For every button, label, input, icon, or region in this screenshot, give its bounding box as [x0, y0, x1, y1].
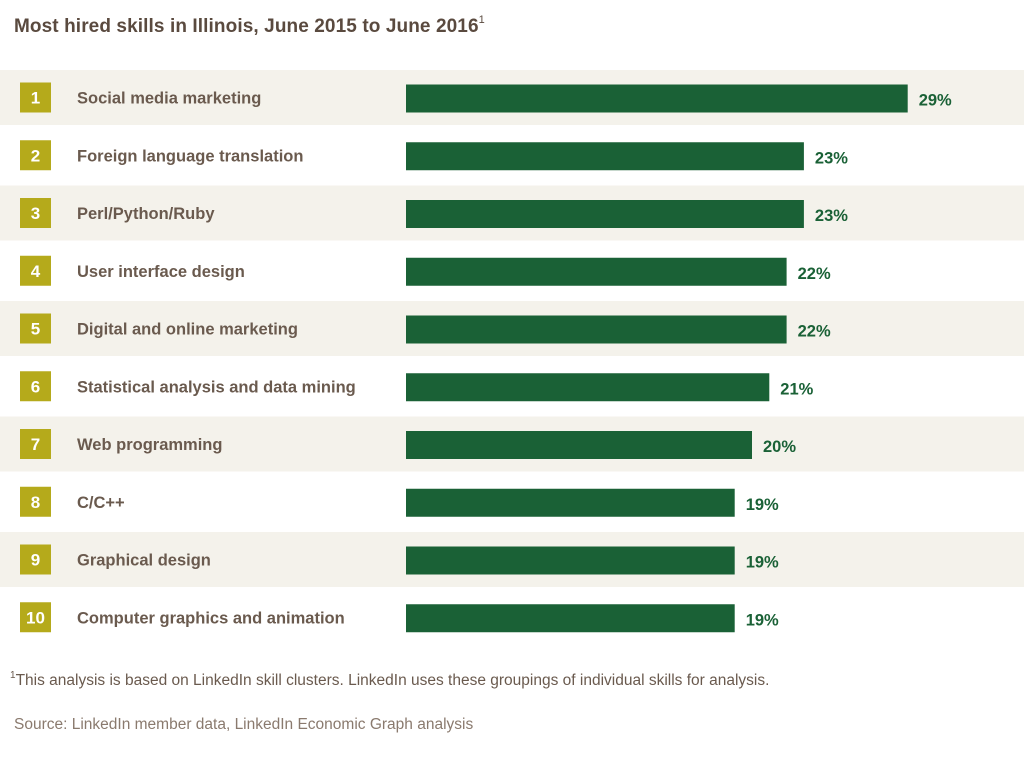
value-label: 23% — [815, 207, 848, 225]
chart-title-text: Most hired skills in Illinois, June 2015… — [14, 16, 479, 37]
rank-badge — [20, 602, 51, 633]
rank-label: 5 — [31, 320, 40, 339]
bar — [406, 431, 752, 459]
rank-badge — [20, 429, 51, 459]
rank-label: 10 — [26, 608, 45, 627]
bar — [406, 546, 735, 575]
value-label: 22% — [798, 323, 831, 341]
category-label: Statistical analysis and data mining — [77, 378, 356, 396]
bar — [406, 142, 804, 171]
bar-chart: 1 Social media marketing 29% 2 Foreign langu… — [0, 70, 1024, 633]
bar — [406, 488, 735, 517]
category-label: Web programming — [77, 436, 222, 454]
rank-badge — [20, 140, 51, 171]
rank-label: 1 — [31, 89, 40, 108]
value-label: 19% — [746, 554, 779, 572]
category-label: Graphical design — [77, 552, 211, 570]
rank-badge — [20, 544, 51, 575]
rank-label: 7 — [31, 435, 40, 454]
rank-label: 4 — [31, 262, 41, 281]
rank-label: 9 — [31, 551, 40, 570]
title-footnote-mark: 1 — [478, 14, 485, 26]
footnote: 1This analysis is based on LinkedIn skil… — [10, 670, 770, 690]
bar — [406, 257, 787, 286]
chart-title: Most hired skills in Illinois, June 2015… — [14, 14, 485, 38]
rank-label: 6 — [31, 377, 40, 396]
value-label: 29% — [919, 92, 952, 110]
value-label: 21% — [780, 380, 813, 398]
rank-label: 2 — [31, 146, 40, 165]
category-label: Computer graphics and animation — [77, 609, 345, 627]
rank-label: 8 — [31, 493, 40, 512]
bar — [406, 315, 787, 344]
category-label: Foreign language translation — [77, 147, 303, 165]
value-label: 23% — [815, 149, 848, 167]
bar — [406, 373, 770, 402]
bar — [406, 84, 908, 113]
value-label: 22% — [798, 265, 831, 283]
rank-label: 3 — [31, 204, 40, 223]
rank-badge — [20, 313, 51, 344]
bar — [406, 200, 804, 228]
footnote-mark: 1 — [10, 670, 16, 681]
value-label: 20% — [763, 438, 796, 456]
category-label: Perl/Python/Ruby — [77, 205, 215, 223]
rank-badge — [20, 371, 51, 402]
rank-badge — [20, 198, 51, 228]
bar — [406, 604, 735, 633]
rank-badge — [20, 486, 51, 517]
category-label: Digital and online marketing — [77, 321, 298, 339]
category-label: Social media marketing — [77, 90, 261, 108]
value-label: 19% — [746, 611, 779, 629]
source-note: Source: LinkedIn member data, LinkedIn E… — [14, 716, 474, 733]
category-label: User interface design — [77, 263, 245, 281]
rank-badge — [20, 255, 51, 286]
rank-badge — [20, 82, 51, 113]
footnote-text: This analysis is based on LinkedIn skill… — [15, 672, 770, 689]
value-label: 19% — [746, 496, 779, 514]
category-label: C/C++ — [77, 494, 125, 512]
